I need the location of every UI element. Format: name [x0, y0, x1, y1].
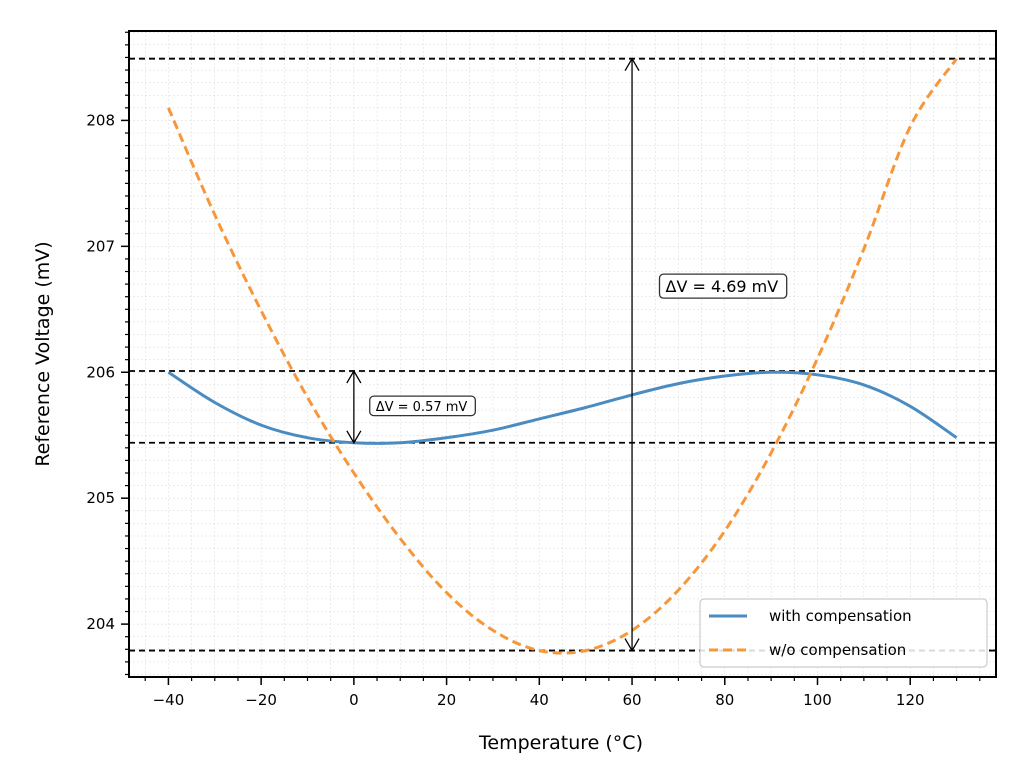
- x-tick-label: −40: [153, 691, 185, 709]
- annotation-arrowhead-top: [346, 369, 362, 384]
- x-tick-label: 40: [530, 691, 549, 709]
- series-line-with-compensation: [167, 370, 958, 445]
- annotation-label: ΔV = 0.57 mV: [376, 400, 468, 415]
- x-tick-label: 20: [437, 691, 456, 709]
- annotation-arrowhead-bottom: [346, 430, 362, 445]
- y-axis-title: Reference Voltage (mV): [32, 241, 54, 466]
- annotation-arrowhead-bottom: [624, 638, 640, 652]
- x-tick-label: 80: [715, 691, 734, 709]
- legend: with compensation w/o compensation: [699, 598, 988, 668]
- x-tick-label: −20: [245, 691, 277, 709]
- y-tick-label: 207: [86, 237, 115, 255]
- x-axis-title: Temperature (°C): [478, 732, 643, 754]
- legend-box: [699, 598, 988, 668]
- legend-label: w/o compensation: [769, 641, 906, 659]
- series-layer: [167, 57, 958, 655]
- annotation-arrowhead-top: [624, 57, 640, 72]
- annotation-label-box: [369, 395, 476, 417]
- legend-label: with compensation: [769, 607, 912, 625]
- y-tick-label: 204: [86, 615, 115, 633]
- y-tick-label: 205: [86, 489, 115, 507]
- x-tick-label: 120: [896, 691, 925, 709]
- series-line-without-compensation: [167, 57, 958, 655]
- annotation-layer: ΔV = 4.69 mV ΔV = 0.57 mV: [346, 57, 788, 652]
- y-tick-label: 208: [86, 111, 115, 129]
- grid-layer: [129, 31, 996, 677]
- annotation-label-box: [658, 273, 788, 299]
- tick-layer: −40 −20 0 20 40 60 80 100 120 204 205 206 207 208: [86, 31, 981, 709]
- y-tick-label: 206: [86, 363, 115, 381]
- x-tick-label: 100: [803, 691, 832, 709]
- x-tick-label: 60: [622, 691, 641, 709]
- x-tick-label: 0: [349, 691, 359, 709]
- annotation-label: ΔV = 4.69 mV: [666, 277, 779, 296]
